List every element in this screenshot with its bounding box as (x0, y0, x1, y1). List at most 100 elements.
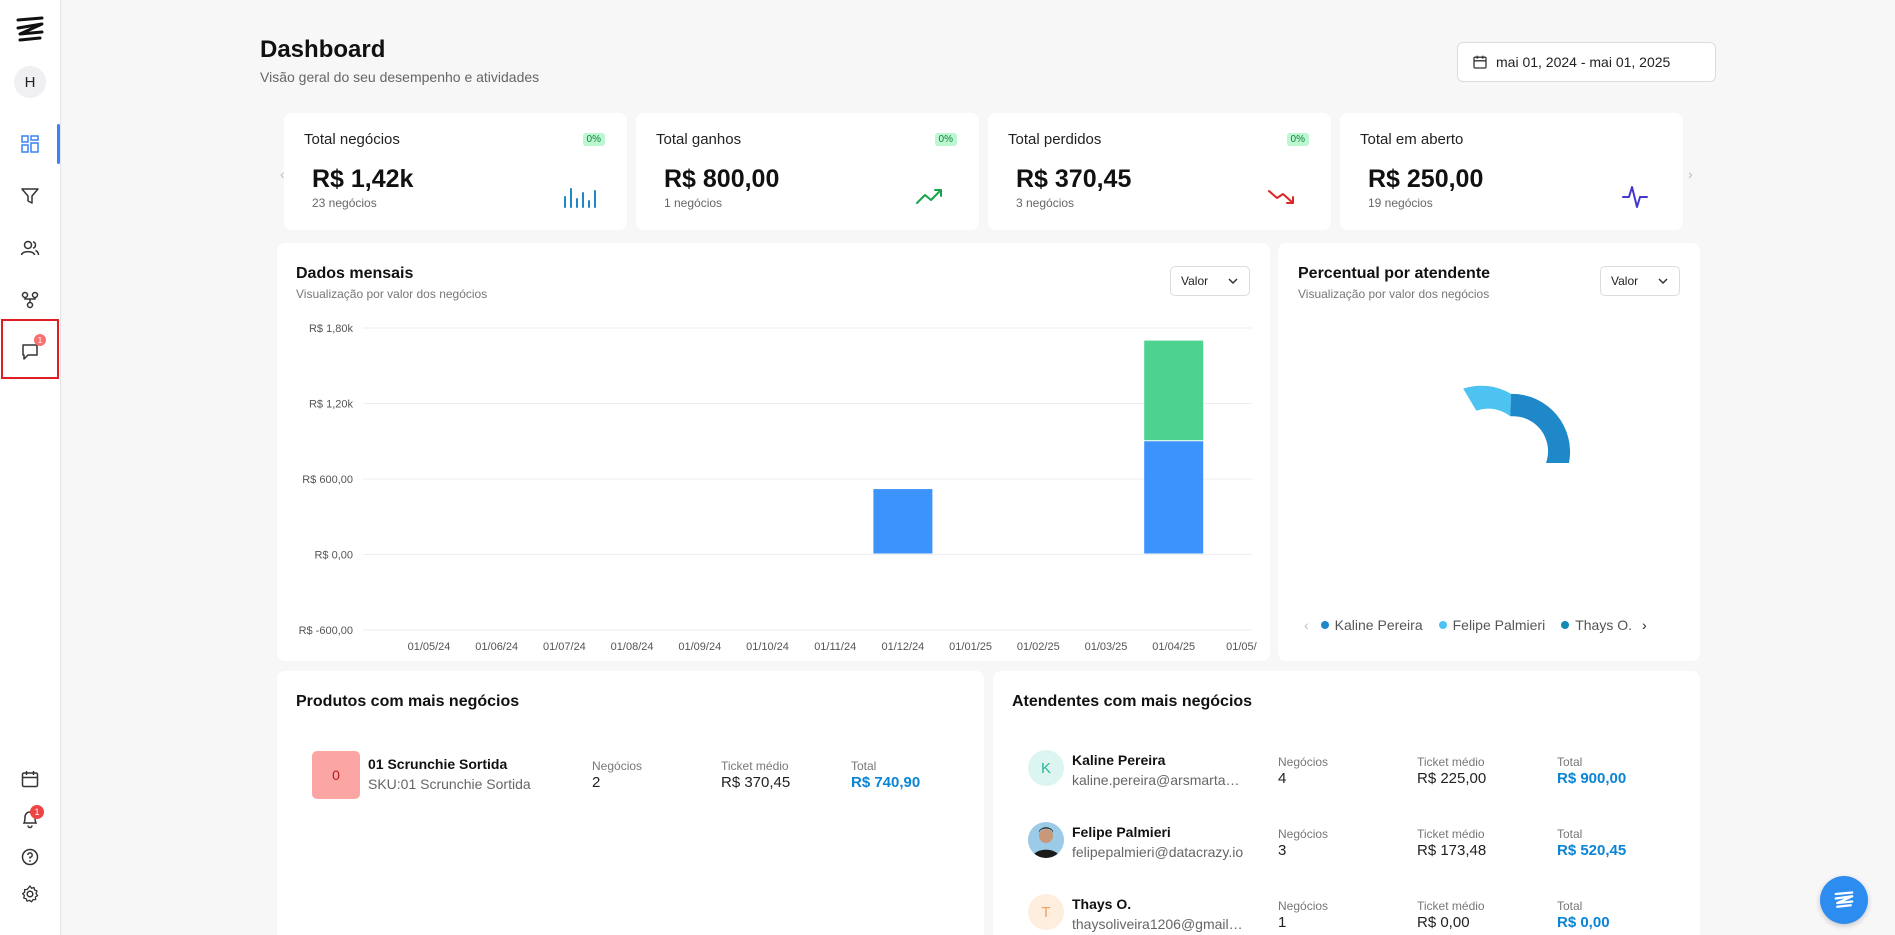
bar-blue-01/04/25 (1144, 441, 1204, 554)
ticket-label: Ticket médio (1417, 899, 1485, 913)
percent-panel: Percentual por atendente Visualização po… (1278, 243, 1700, 661)
agent-avatar-photo (1028, 822, 1064, 858)
calendar-icon[interactable] (16, 765, 44, 793)
calendar-icon (1473, 55, 1487, 69)
legend-dot (1561, 621, 1570, 629)
total-value: R$ 0,00 (1557, 914, 1610, 931)
legend-item: Kaline Pereira (1334, 617, 1423, 633)
kpi-total-negocios: Total negócios 0% R$ 1,42k 23 negócios (284, 113, 627, 230)
x-tick-label: 01/06/24 (475, 641, 518, 653)
kpi-label: Total negócios (304, 131, 400, 148)
kpi-label: Total perdidos (1008, 131, 1102, 148)
users-icon[interactable] (16, 234, 44, 262)
donut-slice-kaline-pereira (1510, 393, 1571, 463)
dashboard-icon[interactable] (16, 130, 44, 158)
legend-item: Thays O. (1575, 617, 1632, 633)
legend-dot (1438, 621, 1447, 629)
product-name: 01 Scrunchie Sortida (368, 756, 508, 772)
kpi-sub: 19 negócios (1368, 196, 1433, 210)
filter-icon[interactable] (16, 182, 44, 210)
ticket-label: Ticket médio (1417, 827, 1485, 841)
kpi-label: Total ganhos (656, 131, 742, 148)
pulse-icon (1622, 186, 1648, 208)
date-range-label: mai 01, 2024 - mai 01, 2025 (1496, 54, 1671, 70)
percent-legend: ‹ Kaline Pereira Felipe Palmieri Thays O… (1304, 617, 1647, 633)
date-range-picker[interactable]: mai 01, 2024 - mai 01, 2025 (1457, 42, 1716, 82)
x-tick-label: 01/08/24 (611, 641, 654, 653)
ticket-value: R$ 0,00 (1417, 914, 1470, 931)
kpi-prev-arrow[interactable]: ‹ (280, 166, 285, 182)
total-label: Total (1557, 827, 1583, 841)
deals-value: 3 (1278, 842, 1287, 859)
chat-fab-button[interactable] (1820, 876, 1868, 924)
x-tick-label: 01/10/24 (746, 641, 789, 653)
logo-icon[interactable] (14, 14, 46, 46)
ticket-value: R$ 173,48 (1417, 842, 1487, 859)
kpi-value: R$ 1,42k (312, 165, 414, 193)
y-tick-label: R$ 1,80k (309, 323, 354, 335)
x-tick-label: 01/04/25 (1152, 641, 1195, 653)
total-label: Total (851, 759, 877, 773)
x-tick-label: 01/11/24 (814, 641, 856, 653)
x-tick-label: 01/02/25 (1017, 641, 1060, 653)
percent-subtitle: Visualização por valor dos negócios (1298, 287, 1490, 301)
legend-dot (1320, 621, 1329, 629)
total-value: R$ 900,00 (1557, 770, 1627, 787)
chat-badge: 1 (34, 334, 46, 346)
monthly-subtitle: Visualização por valor dos negócios (296, 287, 488, 301)
y-tick-label: R$ 1,20k (309, 399, 354, 411)
monthly-panel: Dados mensais Visualização por valor dos… (277, 243, 1270, 661)
page-subtitle: Visão geral do seu desempenho e atividad… (260, 69, 540, 85)
kpi-total-ganhos: Total ganhos 0% R$ 800,00 1 negócios (636, 113, 979, 230)
logo-icon (1834, 891, 1854, 908)
notification-badge: 1 (30, 805, 44, 819)
legend-item: Felipe Palmieri (1452, 617, 1546, 633)
kpi-sub: 1 negócios (664, 196, 723, 210)
kpi-badge: 0% (582, 133, 605, 146)
kpi-sub: 3 negócios (1016, 196, 1075, 210)
help-icon[interactable] (16, 843, 44, 871)
page-title: Dashboard (260, 36, 386, 63)
integrations-icon[interactable] (16, 286, 44, 314)
kpi-value: R$ 800,00 (664, 165, 780, 193)
kpi-sub: 23 negócios (312, 196, 377, 210)
legend-prev-arrow[interactable]: ‹ (1304, 617, 1309, 633)
user-avatar[interactable]: H (14, 66, 46, 98)
monthly-metric-select[interactable]: Valor (1170, 266, 1250, 296)
agent-name: Kaline Pereira (1072, 752, 1166, 768)
agent-avatar: K (1028, 750, 1064, 786)
legend-next-arrow[interactable]: › (1642, 617, 1647, 633)
deals-value: 4 (1278, 770, 1287, 787)
x-tick-label: 01/09/24 (678, 641, 721, 653)
kpi-badge: 0% (1286, 133, 1309, 146)
kpi-total-perdidos: Total perdidos 0% R$ 370,45 3 negócios (988, 113, 1331, 230)
agent-email: thaysoliveira1206@gmail.com (1072, 916, 1244, 932)
trend-up-icon (916, 189, 942, 204)
deals-value: 2 (592, 774, 601, 791)
highlight-box (1, 319, 59, 379)
product-sku: SKU:01 Scrunchie Sortida (368, 776, 531, 792)
settings-icon[interactable] (16, 880, 44, 908)
kpi-next-arrow[interactable]: › (1688, 166, 1693, 182)
x-tick-label: 01/12/24 (881, 641, 924, 653)
select-value: Valor (1181, 274, 1209, 288)
chat-icon[interactable] (16, 338, 44, 366)
y-tick-label: R$ 600,00 (302, 474, 353, 486)
ticket-label: Ticket médio (1417, 755, 1485, 769)
agent-email: kaline.pereira@arsmartandsmart.com (1072, 772, 1244, 788)
percent-metric-select[interactable]: Valor (1600, 266, 1680, 296)
ticket-value: R$ 370,45 (721, 774, 791, 791)
agent-avatar: T (1028, 894, 1064, 930)
total-label: Total (1557, 899, 1583, 913)
bars-icon (564, 188, 596, 208)
deals-value: 1 (1278, 914, 1287, 931)
chevron-down-icon (1658, 278, 1668, 285)
x-tick-label: 01/01/25 (949, 641, 992, 653)
products-title: Produtos com mais negócios (296, 693, 520, 710)
ticket-value: R$ 225,00 (1417, 770, 1487, 787)
x-tick-label: 01/07/24 (543, 641, 586, 653)
donut-chart (1463, 385, 1571, 463)
x-tick-label: 01/03/25 (1085, 641, 1128, 653)
agent-name: Thays O. (1072, 896, 1132, 912)
y-tick-label: R$ -600,00 (299, 625, 353, 637)
